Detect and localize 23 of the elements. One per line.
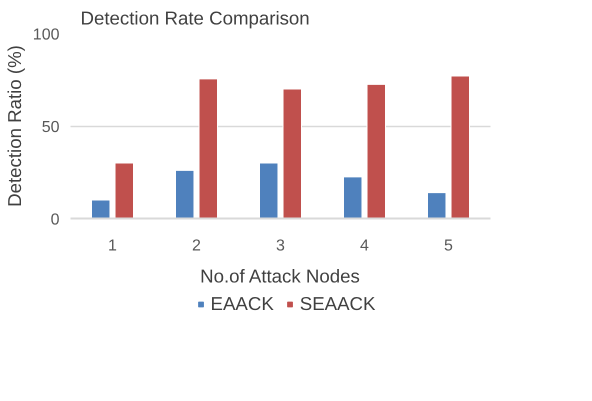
y-tick-label: 100 — [32, 26, 60, 44]
x-tick-label: 4 — [360, 238, 370, 254]
x-tick-label: 1 — [108, 238, 118, 254]
y-tick-label: 0 — [50, 212, 60, 228]
chart-title: Detection Rate Comparison — [80, 8, 310, 28]
bar — [282, 88, 302, 218]
legend-label: SEAACK — [300, 293, 376, 315]
bar — [427, 192, 446, 218]
y-axis-title: Detection Ratio (%) — [4, 45, 25, 207]
bar — [450, 76, 470, 218]
bar — [91, 200, 110, 218]
legend-label: EAACK — [210, 293, 274, 315]
bar — [175, 170, 194, 218]
bar — [343, 176, 362, 218]
x-tick-label: 5 — [444, 238, 454, 254]
bar — [198, 78, 218, 218]
bar — [366, 84, 386, 218]
x-axis-title: No.of Attack Nodes — [200, 266, 360, 286]
y-tick-label: 50 — [42, 119, 60, 136]
bar — [259, 162, 278, 218]
x-tick-label: 2 — [192, 238, 202, 254]
bar — [114, 162, 134, 218]
x-tick-label: 3 — [276, 238, 286, 254]
